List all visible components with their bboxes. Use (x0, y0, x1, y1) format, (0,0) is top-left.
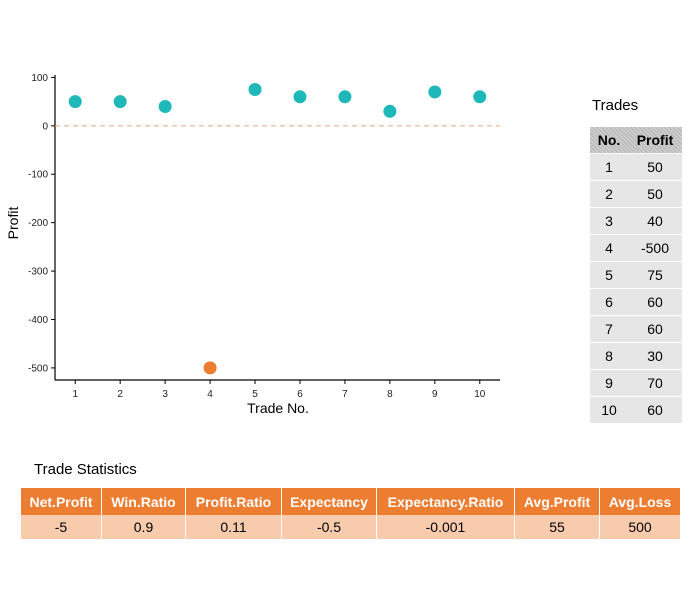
table-row: 8 30 (590, 342, 682, 370)
stats-net-profit-value: -5 (21, 515, 102, 539)
stats-header-net-profit: Net.Profit (21, 488, 102, 515)
stats-header-profit-ratio: Profit.Ratio (185, 488, 282, 515)
y-tick-label: -500 (28, 363, 48, 374)
x-tick-label: 9 (432, 389, 438, 400)
trade-no-cell: 6 (590, 288, 628, 316)
data-points (68, 83, 487, 375)
trade-profit-cell: -500 (628, 234, 682, 262)
x-axis-title: Trade No. (247, 400, 309, 416)
stats-win-ratio-value: 0.9 (101, 515, 186, 539)
stats-title: Trade Statistics (34, 461, 137, 478)
table-row: 9 70 (590, 369, 682, 397)
table-row: 5 75 (590, 261, 682, 289)
axes: 100 0 -100 -200 -300 -400 -500 1 2 3 4 5 6 7 8 9 10 (28, 73, 500, 400)
trades-table: No. Profit 1 50 2 50 3 40 4 -500 5 75 6 60 7 60… (590, 127, 682, 423)
trade-no-cell: 3 (590, 207, 628, 235)
stats-value-row: -5 0.9 0.11 -0.5 -0.001 55 500 (21, 515, 680, 539)
table-row: 3 40 (590, 207, 682, 235)
stats-expectancy-value: -0.5 (281, 515, 377, 539)
stats-header-avg-profit: Avg.Profit (514, 488, 600, 515)
y-tick-label: -300 (28, 267, 48, 278)
stats-table: Net.Profit Win.Ratio Profit.Ratio Expect… (21, 488, 680, 539)
stats-header-avg-loss: Avg.Loss (599, 488, 680, 515)
trade-profit-cell: 50 (628, 153, 682, 181)
stats-avg-profit-value: 55 (514, 515, 600, 539)
table-row: 1 50 (590, 153, 682, 181)
stats-expectancy-ratio-value: -0.001 (376, 515, 515, 539)
table-row: 2 50 (590, 180, 682, 208)
y-tick-label: -400 (28, 315, 48, 326)
x-tick-label: 3 (162, 389, 168, 400)
profit-scatter-chart: 100 0 -100 -200 -300 -400 -500 1 2 3 4 5 6 7 8 9 10 Trad… (5, 73, 500, 416)
data-point (293, 90, 307, 104)
data-point (383, 104, 397, 118)
trade-no-cell: 9 (590, 369, 628, 397)
data-point (68, 95, 82, 109)
stats-avg-loss-value: 500 (599, 515, 680, 539)
data-point (203, 361, 217, 375)
trade-profit-cell: 70 (628, 369, 682, 397)
data-point (473, 90, 487, 104)
stats-header-expectancy-ratio: Expectancy.Ratio (376, 488, 515, 515)
trades-title: Trades (592, 97, 639, 114)
trade-no-cell: 10 (590, 396, 628, 423)
data-point (338, 90, 352, 104)
stats-profit-ratio-value: 0.11 (185, 515, 282, 539)
trade-no-cell: 4 (590, 234, 628, 262)
y-axis-title: Profit (5, 207, 21, 240)
data-point (248, 83, 262, 97)
trade-profit-cell: 60 (628, 315, 682, 343)
trade-profit-cell: 40 (628, 207, 682, 235)
stats-header-win-ratio: Win.Ratio (101, 488, 186, 515)
trade-no-cell: 5 (590, 261, 628, 289)
stats-header-row: Net.Profit Win.Ratio Profit.Ratio Expect… (21, 488, 680, 515)
trade-profit-cell: 30 (628, 342, 682, 370)
trades-header-no: No. (590, 127, 628, 154)
y-tick-label: 0 (42, 121, 48, 132)
table-row: 10 60 (590, 396, 682, 423)
y-tick-label: 100 (31, 73, 48, 84)
data-point (428, 85, 442, 99)
trade-profit-cell: 60 (628, 396, 682, 423)
table-row: 4 -500 (590, 234, 682, 262)
x-tick-label: 5 (252, 389, 258, 400)
x-tick-label: 6 (297, 389, 303, 400)
x-tick-label: 8 (387, 389, 393, 400)
x-tick-label: 10 (474, 389, 486, 400)
x-tick-label: 1 (72, 389, 78, 400)
trade-profit-cell: 60 (628, 288, 682, 316)
trade-no-cell: 2 (590, 180, 628, 208)
trade-no-cell: 7 (590, 315, 628, 343)
stats-header-expectancy: Expectancy (281, 488, 377, 515)
x-tick-label: 7 (342, 389, 348, 400)
x-tick-label: 4 (207, 389, 213, 400)
table-row: 6 60 (590, 288, 682, 316)
x-tick-label: 2 (117, 389, 123, 400)
trade-no-cell: 1 (590, 153, 628, 181)
trades-header-profit: Profit (628, 127, 682, 154)
table-row: 7 60 (590, 315, 682, 343)
trade-profit-cell: 50 (628, 180, 682, 208)
y-tick-label: -100 (28, 170, 48, 181)
trade-profit-cell: 75 (628, 261, 682, 289)
trade-no-cell: 8 (590, 342, 628, 370)
data-point (158, 99, 172, 113)
y-tick-label: -200 (28, 218, 48, 229)
data-point (113, 95, 127, 109)
trades-header-row: No. Profit (590, 127, 682, 154)
